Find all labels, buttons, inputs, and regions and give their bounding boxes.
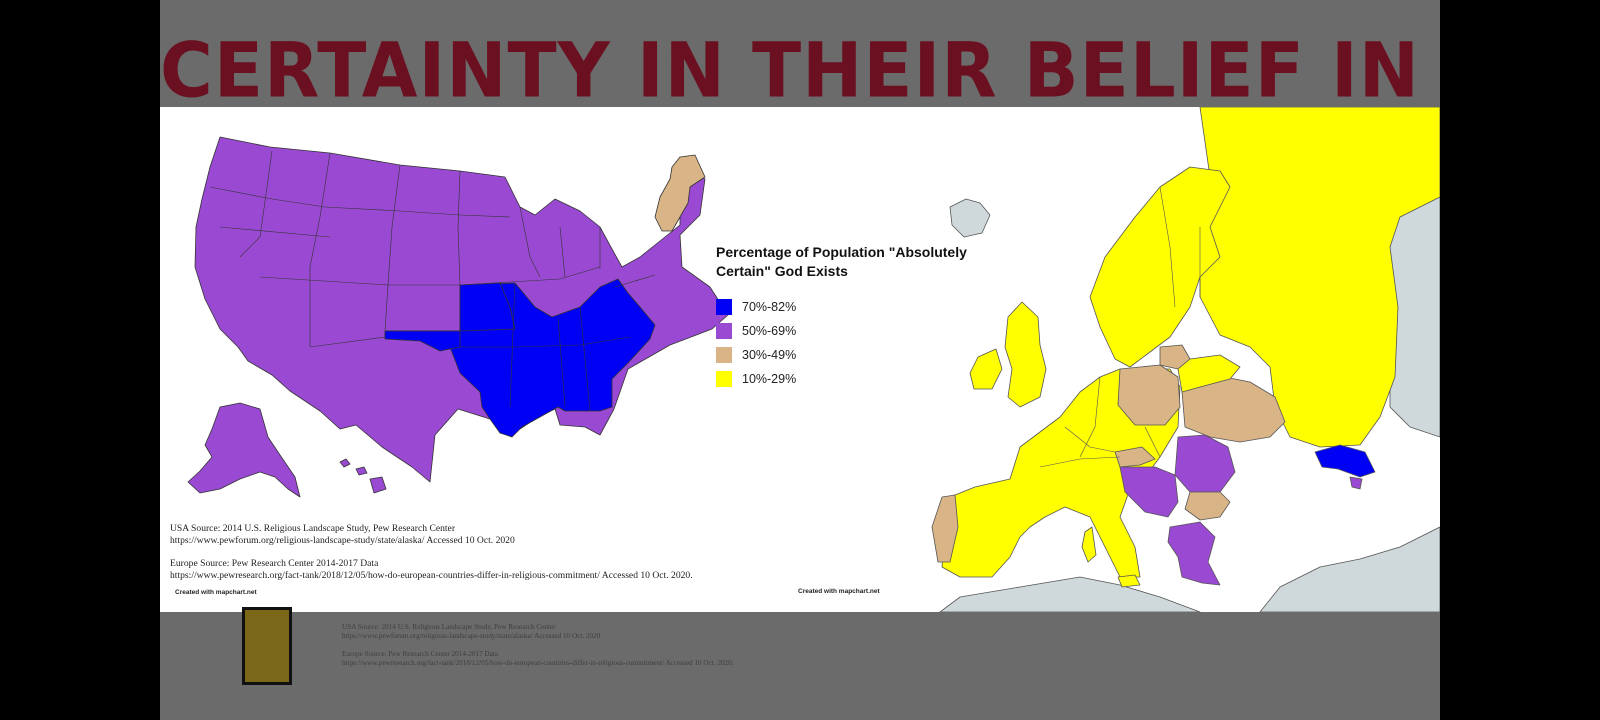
ghost-europe-source-url: https://www.pewresearch.org/fact-tank/20…	[342, 659, 734, 667]
legend-item: 50%-69%	[716, 319, 976, 343]
legend-label: 50%-69%	[742, 324, 797, 338]
no-data-north-africa	[939, 576, 1201, 612]
portugal	[931, 494, 959, 563]
ghost-bar	[242, 607, 292, 685]
legend-swatch	[716, 371, 732, 387]
legend-swatch	[716, 323, 732, 339]
usa-missouri-oklahoma	[384, 282, 516, 352]
corsica-sardinia	[1081, 526, 1097, 563]
legend-title: Percentage of Population "Absolutely Cer…	[716, 244, 967, 279]
ukraine	[1181, 374, 1286, 443]
map-canvas	[187, 107, 1440, 612]
legend-item: 10%-29%	[716, 367, 976, 391]
croatia	[1114, 446, 1156, 468]
usa-state-lines	[209, 150, 656, 412]
usa-alaska	[187, 402, 301, 498]
legend-label: 30%-49%	[742, 348, 797, 362]
united-kingdom	[1004, 301, 1047, 408]
credit-right: Created with mapchart.net	[798, 588, 880, 595]
slide-title: CERTAINTY IN THEIR BELIEF IN GOD	[160, 25, 1440, 115]
greece	[1167, 521, 1221, 586]
credit-left: Created with mapchart.net	[175, 589, 257, 596]
georgia-country	[1314, 444, 1376, 478]
western-balkans	[1119, 466, 1179, 518]
europe-borders	[1039, 186, 1201, 468]
ghost-europe-source-line1: Europe Source: Pew Research Center 2014-…	[342, 650, 499, 658]
europe-source-line1: Europe Source: Pew Research Center 2014-…	[170, 558, 379, 569]
ghost-usa-source-url: https://www.pewforum.org/religious-lands…	[342, 632, 601, 640]
europe-source-url: https://www.pewresearch.org/fact-tank/20…	[170, 570, 693, 581]
legend-label: 10%-29%	[742, 372, 797, 386]
legend-swatch	[716, 347, 732, 363]
armenia	[1349, 476, 1363, 490]
legend-item: 70%-82%	[716, 295, 976, 319]
no-data-land	[1259, 526, 1440, 612]
scandinavia	[1089, 166, 1231, 368]
legend: Percentage of Population "Absolutely Cer…	[716, 243, 976, 391]
usa-hawaii	[339, 458, 387, 494]
usa-map	[187, 136, 729, 498]
usa-source-line1: USA Source: 2014 U.S. Religious Landscap…	[170, 523, 456, 534]
europe-map	[931, 107, 1440, 612]
poland	[1117, 364, 1181, 426]
legend-item: 30%-49%	[716, 343, 976, 367]
iceland	[949, 198, 991, 238]
legend-label: 70%-82%	[742, 300, 797, 314]
map-panel: Percentage of Population "Absolutely Cer…	[160, 107, 1440, 612]
usa-source-url: https://www.pewforum.org/religious-lands…	[170, 535, 515, 546]
belarus-baltics	[1177, 354, 1241, 393]
legend-swatch	[716, 299, 732, 315]
ireland	[969, 348, 1003, 390]
bulgaria	[1184, 491, 1231, 521]
sicily	[1117, 574, 1141, 588]
ghost-usa-source-line1: USA Source: 2014 U.S. Religious Landscap…	[342, 623, 556, 631]
slide: CERTAINTY IN THEIR BELIEF IN GOD	[160, 0, 1440, 720]
usa-new-england-30-49	[654, 154, 706, 232]
romania-moldova	[1174, 434, 1236, 493]
